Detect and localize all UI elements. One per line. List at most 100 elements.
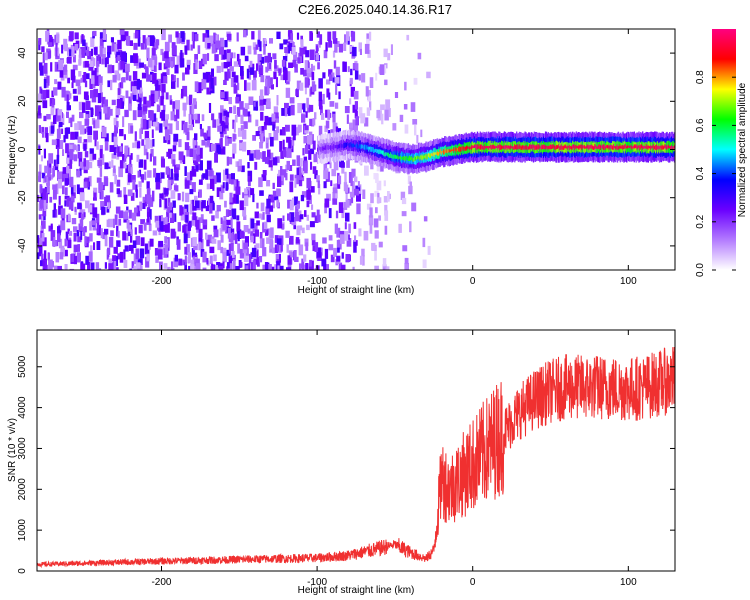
- spectrogram-cell: [240, 114, 244, 125]
- spectrogram-ridge-cell: [398, 156, 400, 160]
- spectrogram-cell: [239, 200, 244, 211]
- spectrogram-cell: [191, 166, 195, 176]
- spectrogram-cell: [344, 184, 349, 193]
- spectrogram-cell: [176, 239, 181, 250]
- spectrogram-cell: [211, 264, 216, 270]
- spectrogram-cell: [113, 261, 117, 270]
- spectrogram-cell: [68, 144, 74, 152]
- spectrogram-cell: [165, 244, 169, 255]
- spectrogram-cell: [43, 148, 46, 159]
- spectrogram-cell: [147, 170, 152, 178]
- spectrogram-cell: [332, 187, 338, 194]
- spectrogram-cell: [209, 255, 213, 265]
- spectrogram-cell: [311, 134, 314, 145]
- spectrogram-cell: [135, 184, 138, 192]
- spectrogram-cell: [245, 265, 249, 270]
- spectrogram-cell: [119, 146, 123, 152]
- spectrogram-ridge-cell: [484, 144, 486, 150]
- spectrogram-cell: [256, 257, 260, 267]
- spectrogram-ridge-cell: [534, 145, 536, 150]
- spectrogram-cell: [274, 112, 279, 119]
- spectrogram-ridge-cell: [363, 144, 366, 150]
- spectrogram-cell: [280, 74, 285, 81]
- spectrogram-cell: [205, 30, 210, 41]
- spectrogram-cell: [174, 173, 179, 181]
- spectrogram-cell: [368, 31, 372, 41]
- spectrogram-ridge-cell: [431, 153, 433, 157]
- spectrogram-cell: [216, 118, 221, 127]
- spectrogram-ridge-cell: [601, 144, 604, 149]
- spectrogram-ridge-cell: [401, 157, 403, 160]
- spectrogram-cell: [114, 174, 117, 185]
- spectrogram-cell: [38, 214, 44, 220]
- spectrogram-ridge-cell: [438, 152, 440, 156]
- spectrogram-cell: [169, 213, 175, 223]
- spectrogram-cell: [416, 134, 419, 144]
- spectrogram-cell: [115, 106, 121, 116]
- spectrogram-ridge-cell: [589, 144, 592, 149]
- spectrogram-cell: [379, 163, 384, 172]
- spectrogram-cell: [80, 47, 85, 58]
- spectrogram-cell: [273, 71, 277, 80]
- spectrogram-cell: [351, 31, 356, 42]
- spectrogram-cell: [168, 34, 172, 43]
- spectrogram-cell: [211, 43, 216, 54]
- spectrogram-cell: [271, 266, 275, 270]
- colorbar-tick-label: 0.4: [695, 166, 706, 180]
- spectrogram-cell: [231, 208, 237, 220]
- spectrogram-cell: [287, 199, 292, 209]
- spectrogram-cell: [216, 144, 221, 155]
- spectrogram-cell: [150, 148, 154, 157]
- spectrogram-ridge-cell: [657, 145, 660, 150]
- spectrogram-cell: [62, 185, 65, 195]
- spectrogram-ridge-cell: [496, 146, 498, 148]
- spectrogram-cell: [353, 90, 359, 100]
- spectrogram-cell: [38, 93, 41, 104]
- spectrogram-cell: [106, 206, 110, 213]
- spectrogram-cell: [167, 207, 171, 213]
- spectrogram-cell: [53, 114, 57, 124]
- spectrogram-cell: [130, 192, 135, 201]
- spectrogram-ridge-cell: [371, 147, 373, 152]
- spectrogram-ridge-cell: [397, 154, 399, 159]
- spectrogram-cell: [363, 230, 369, 241]
- spectrogram-cell: [309, 49, 315, 60]
- spectrogram-cell: [326, 88, 330, 98]
- spectrogram-cell: [268, 264, 272, 270]
- spectrogram-cell: [228, 57, 232, 67]
- spectrogram-cell: [206, 135, 210, 146]
- spectrogram-cell: [254, 161, 258, 170]
- spectrogram-ridge-cell: [444, 150, 446, 155]
- spectrogram-cell: [133, 42, 138, 50]
- spectrogram-cell: [338, 175, 342, 185]
- spectrogram-cell: [205, 232, 208, 240]
- spectrogram-cell: [269, 136, 274, 147]
- spectrogram-cell: [155, 81, 159, 91]
- spectrogram-ridge-cell: [639, 145, 641, 151]
- spectrogram-ridge-cell: [385, 152, 387, 157]
- spectrogram-ridge-cell: [332, 145, 334, 150]
- spectrogram-cell: [242, 141, 247, 152]
- spectrogram-cell: [136, 78, 140, 90]
- spectrogram-cell: [184, 246, 187, 255]
- spectrogram-ridge-cell: [369, 146, 371, 150]
- spectrogram-cell: [274, 235, 279, 243]
- spectrogram-ridge-cell: [354, 144, 356, 147]
- spectrogram-cell: [111, 159, 114, 168]
- spectrogram-cell: [328, 244, 334, 251]
- spectrogram-cell: [232, 251, 235, 258]
- spectrogram-cell: [260, 214, 264, 220]
- spectrogram-ridge-cell: [451, 149, 453, 152]
- spectrogram-cell: [122, 154, 125, 161]
- spectrogram-cell: [383, 196, 388, 203]
- spectrogram-cell: [288, 140, 292, 149]
- spectrogram-cell: [315, 53, 320, 61]
- spectrogram-ridge-cell: [419, 154, 422, 159]
- spectrogram-ridge-cell: [507, 145, 509, 149]
- spectrogram-cell: [92, 207, 98, 218]
- spectrogram-cell: [272, 157, 278, 166]
- spectrogram-cell: [308, 150, 312, 160]
- spectrogram-ridge-cell: [606, 144, 608, 149]
- spectrogram-ridge-cell: [463, 147, 466, 150]
- spectrogram-cell: [161, 83, 166, 93]
